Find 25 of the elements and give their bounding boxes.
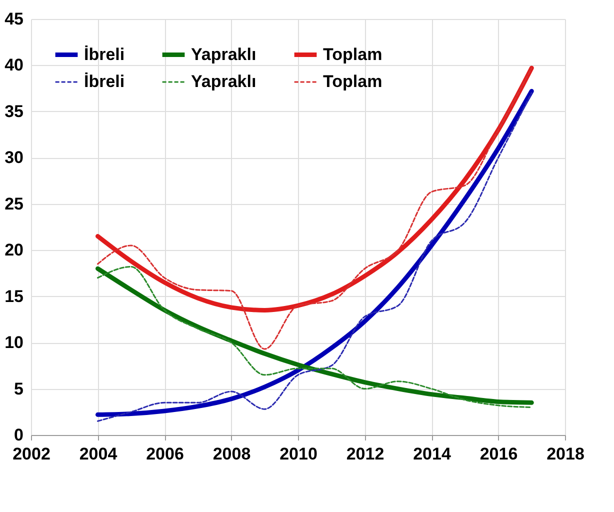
y-tick-label: 10 [4, 333, 24, 352]
y-tick-label: 15 [4, 286, 24, 306]
y-tick-label: 5 [14, 379, 24, 398]
x-tick-label: 2016 [480, 444, 518, 464]
y-tick-label: 40 [4, 56, 24, 75]
x-tick-label: 2006 [146, 444, 184, 464]
y-tick-label: 35 [4, 102, 24, 121]
y-tick-label: 45 [4, 10, 24, 28]
legend-label: Toplam [323, 44, 382, 64]
legend-label: Toplam [323, 72, 382, 91]
x-tick-label: 2014 [413, 444, 452, 464]
y-tick-label: 25 [4, 194, 24, 214]
x-tick-label: 2018 [546, 444, 584, 464]
y-tick-label: 0 [14, 426, 24, 444]
x-tick-label: 2010 [280, 444, 318, 464]
y-tick-label: 20 [4, 240, 24, 260]
y-tick-label: 30 [4, 148, 24, 168]
x-tick-label: 2002 [12, 444, 50, 464]
x-tick-label: 2004 [79, 444, 118, 464]
legend-label: İbreli [84, 72, 125, 91]
x-tick-label: 2012 [346, 444, 384, 464]
legend-label: İbreli [84, 44, 125, 64]
legend-label: Yapraklı [191, 44, 256, 64]
x-tick-label: 2008 [212, 444, 251, 464]
legend-label: Yapraklı [191, 72, 256, 91]
